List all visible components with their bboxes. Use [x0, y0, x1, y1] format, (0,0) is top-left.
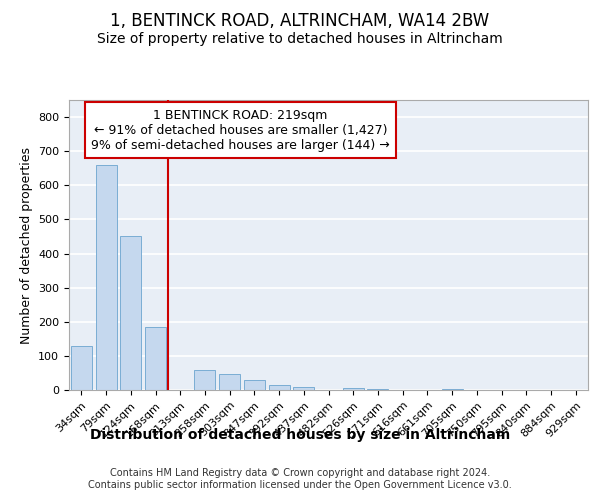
Bar — [269, 385, 290, 390]
Text: Distribution of detached houses by size in Altrincham: Distribution of detached houses by size … — [90, 428, 510, 442]
Bar — [244, 380, 265, 390]
Bar — [95, 165, 116, 390]
Bar — [293, 386, 314, 390]
Bar — [442, 389, 463, 390]
Text: 1 BENTINCK ROAD: 219sqm
← 91% of detached houses are smaller (1,427)
9% of semi-: 1 BENTINCK ROAD: 219sqm ← 91% of detache… — [91, 108, 389, 152]
Bar — [145, 327, 166, 390]
Bar — [367, 388, 388, 390]
Text: 1, BENTINCK ROAD, ALTRINCHAM, WA14 2BW: 1, BENTINCK ROAD, ALTRINCHAM, WA14 2BW — [110, 12, 490, 30]
Text: Contains HM Land Registry data © Crown copyright and database right 2024.
Contai: Contains HM Land Registry data © Crown c… — [88, 468, 512, 490]
Text: Size of property relative to detached houses in Altrincham: Size of property relative to detached ho… — [97, 32, 503, 46]
Y-axis label: Number of detached properties: Number of detached properties — [20, 146, 32, 344]
Bar — [343, 388, 364, 390]
Bar — [71, 346, 92, 390]
Bar — [194, 370, 215, 390]
Bar — [120, 236, 141, 390]
Bar — [219, 374, 240, 390]
